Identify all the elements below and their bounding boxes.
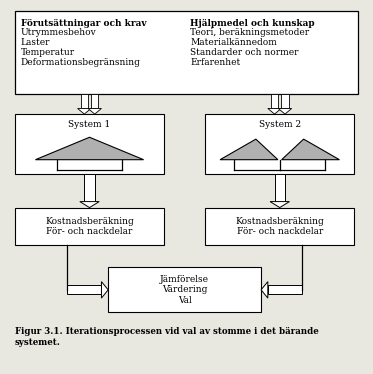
Text: Laster: Laster <box>21 38 50 47</box>
Polygon shape <box>80 202 99 208</box>
Text: Deformationsbegränsning: Deformationsbegränsning <box>21 58 140 67</box>
Polygon shape <box>278 108 292 114</box>
FancyBboxPatch shape <box>205 208 354 245</box>
FancyBboxPatch shape <box>205 114 354 174</box>
Polygon shape <box>282 139 339 160</box>
FancyBboxPatch shape <box>15 114 164 174</box>
Text: Teori, beräkningsmetoder: Teori, beräkningsmetoder <box>190 28 309 37</box>
Text: System 1: System 1 <box>68 120 111 129</box>
Polygon shape <box>67 285 101 294</box>
Polygon shape <box>84 174 95 202</box>
Polygon shape <box>281 94 289 108</box>
Text: Materialkännedom: Materialkännedom <box>190 38 277 47</box>
Text: Förutsättningar och krav: Förutsättningar och krav <box>21 19 146 28</box>
Polygon shape <box>78 108 91 114</box>
Polygon shape <box>268 285 302 294</box>
Text: Erfarenhet: Erfarenhet <box>190 58 241 67</box>
Text: Kostnadsberäkning
För- och nackdelar: Kostnadsberäkning För- och nackdelar <box>45 217 134 236</box>
Polygon shape <box>261 282 268 298</box>
Polygon shape <box>268 108 281 114</box>
Text: System 2: System 2 <box>259 120 301 129</box>
Text: Jämförelse
Värdering
Val: Jämförelse Värdering Val <box>160 275 209 305</box>
Text: Figur 3.1. Iterationsprocessen vid val av stomme i det bärande
systemet.: Figur 3.1. Iterationsprocessen vid val a… <box>15 327 319 347</box>
Polygon shape <box>81 94 88 108</box>
Polygon shape <box>220 139 278 160</box>
Polygon shape <box>270 202 289 208</box>
Polygon shape <box>88 108 101 114</box>
Polygon shape <box>275 174 285 202</box>
Text: Temperatur: Temperatur <box>21 48 75 57</box>
FancyBboxPatch shape <box>15 208 164 245</box>
Polygon shape <box>101 282 108 298</box>
Text: Kostnadsberäkning
För- och nackdelar: Kostnadsberäkning För- och nackdelar <box>235 217 324 236</box>
FancyBboxPatch shape <box>108 267 261 312</box>
Polygon shape <box>271 94 278 108</box>
FancyBboxPatch shape <box>15 11 358 94</box>
Text: Hjälpmedel och kunskap: Hjälpmedel och kunskap <box>190 19 315 28</box>
Polygon shape <box>35 137 144 160</box>
Text: Standarder och normer: Standarder och normer <box>190 48 299 57</box>
Polygon shape <box>91 94 98 108</box>
Text: Utrymmesbehov: Utrymmesbehov <box>21 28 96 37</box>
